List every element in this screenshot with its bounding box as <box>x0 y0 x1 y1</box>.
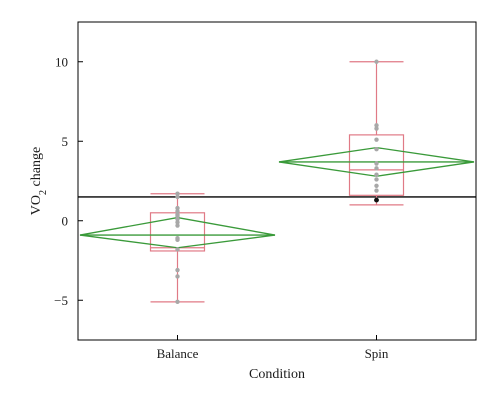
data-point <box>175 220 180 225</box>
data-point <box>374 147 379 152</box>
data-points-layer <box>175 59 379 305</box>
box-iqr <box>348 134 405 196</box>
x-axis-title: Condition <box>249 367 305 382</box>
data-point <box>374 59 379 64</box>
mean-diamonds-layer <box>79 146 475 249</box>
data-point <box>175 216 180 222</box>
data-point <box>374 172 379 177</box>
data-point <box>175 223 180 228</box>
y-axis-ticks: −5 0 5 10 <box>54 54 83 308</box>
x-tick-label: Spin <box>365 346 389 361</box>
data-point <box>175 191 180 196</box>
data-point <box>374 177 379 182</box>
x-tick-label: Balance <box>157 346 199 361</box>
y-tick-label: −5 <box>54 293 68 308</box>
y-tick-label: 5 <box>62 134 69 149</box>
data-point <box>374 126 379 131</box>
y-axis-title: VO2 change <box>29 147 49 215</box>
boxes-layer <box>149 61 405 303</box>
data-point <box>374 137 379 142</box>
y-tick-label: 10 <box>55 54 68 69</box>
data-point <box>374 161 379 166</box>
data-point <box>374 123 379 128</box>
data-point <box>175 274 180 279</box>
data-point <box>175 209 180 214</box>
highlighted-data-point <box>374 197 379 203</box>
data-point <box>175 213 180 219</box>
data-point <box>175 205 180 211</box>
data-point <box>175 237 180 243</box>
data-point <box>374 166 379 171</box>
plot-frame <box>77 21 477 341</box>
data-point <box>175 247 180 252</box>
y-tick-label: 0 <box>62 213 69 228</box>
y-axis-title-subscript: 2 <box>38 190 49 195</box>
data-point <box>175 194 180 200</box>
data-point <box>374 188 379 193</box>
x-axis-ticks: Balance Spin <box>157 335 389 361</box>
data-point <box>175 299 180 305</box>
data-point <box>175 267 180 273</box>
data-point <box>374 183 379 188</box>
